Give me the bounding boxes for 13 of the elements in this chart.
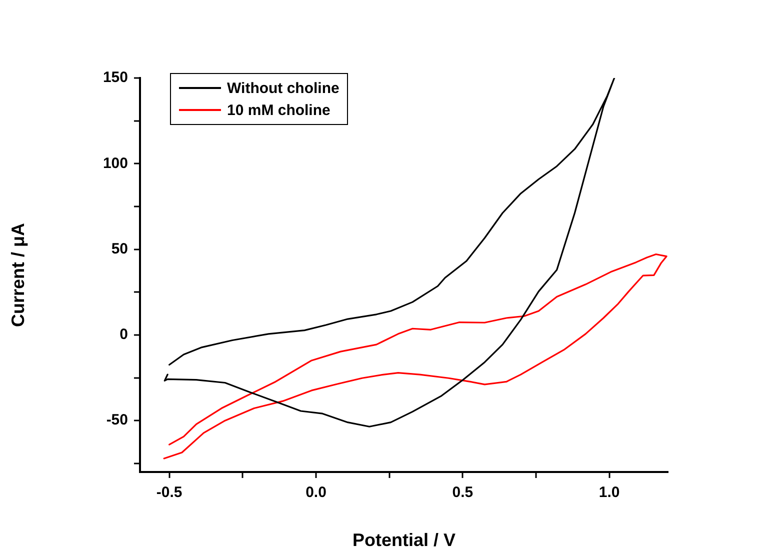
y-tick-label: 50 bbox=[111, 240, 128, 258]
legend-label: 10 mM choline bbox=[227, 102, 330, 118]
y-tick-label: 0 bbox=[120, 326, 128, 344]
y-tick-label: 150 bbox=[102, 69, 128, 86]
x-tick-label: 0.0 bbox=[306, 484, 326, 502]
y-axis-title: Current / μA bbox=[8, 222, 28, 328]
x-tick-label: 1.0 bbox=[598, 484, 620, 502]
legend-label: Without choline bbox=[227, 80, 340, 96]
y-tick-label: 100 bbox=[102, 154, 128, 172]
x-tick-label: 0.5 bbox=[452, 484, 474, 502]
x-tick-label: -0.5 bbox=[156, 484, 182, 502]
y-tick-label: -50 bbox=[106, 412, 128, 429]
x-axis-title: Potential / V bbox=[352, 530, 456, 550]
